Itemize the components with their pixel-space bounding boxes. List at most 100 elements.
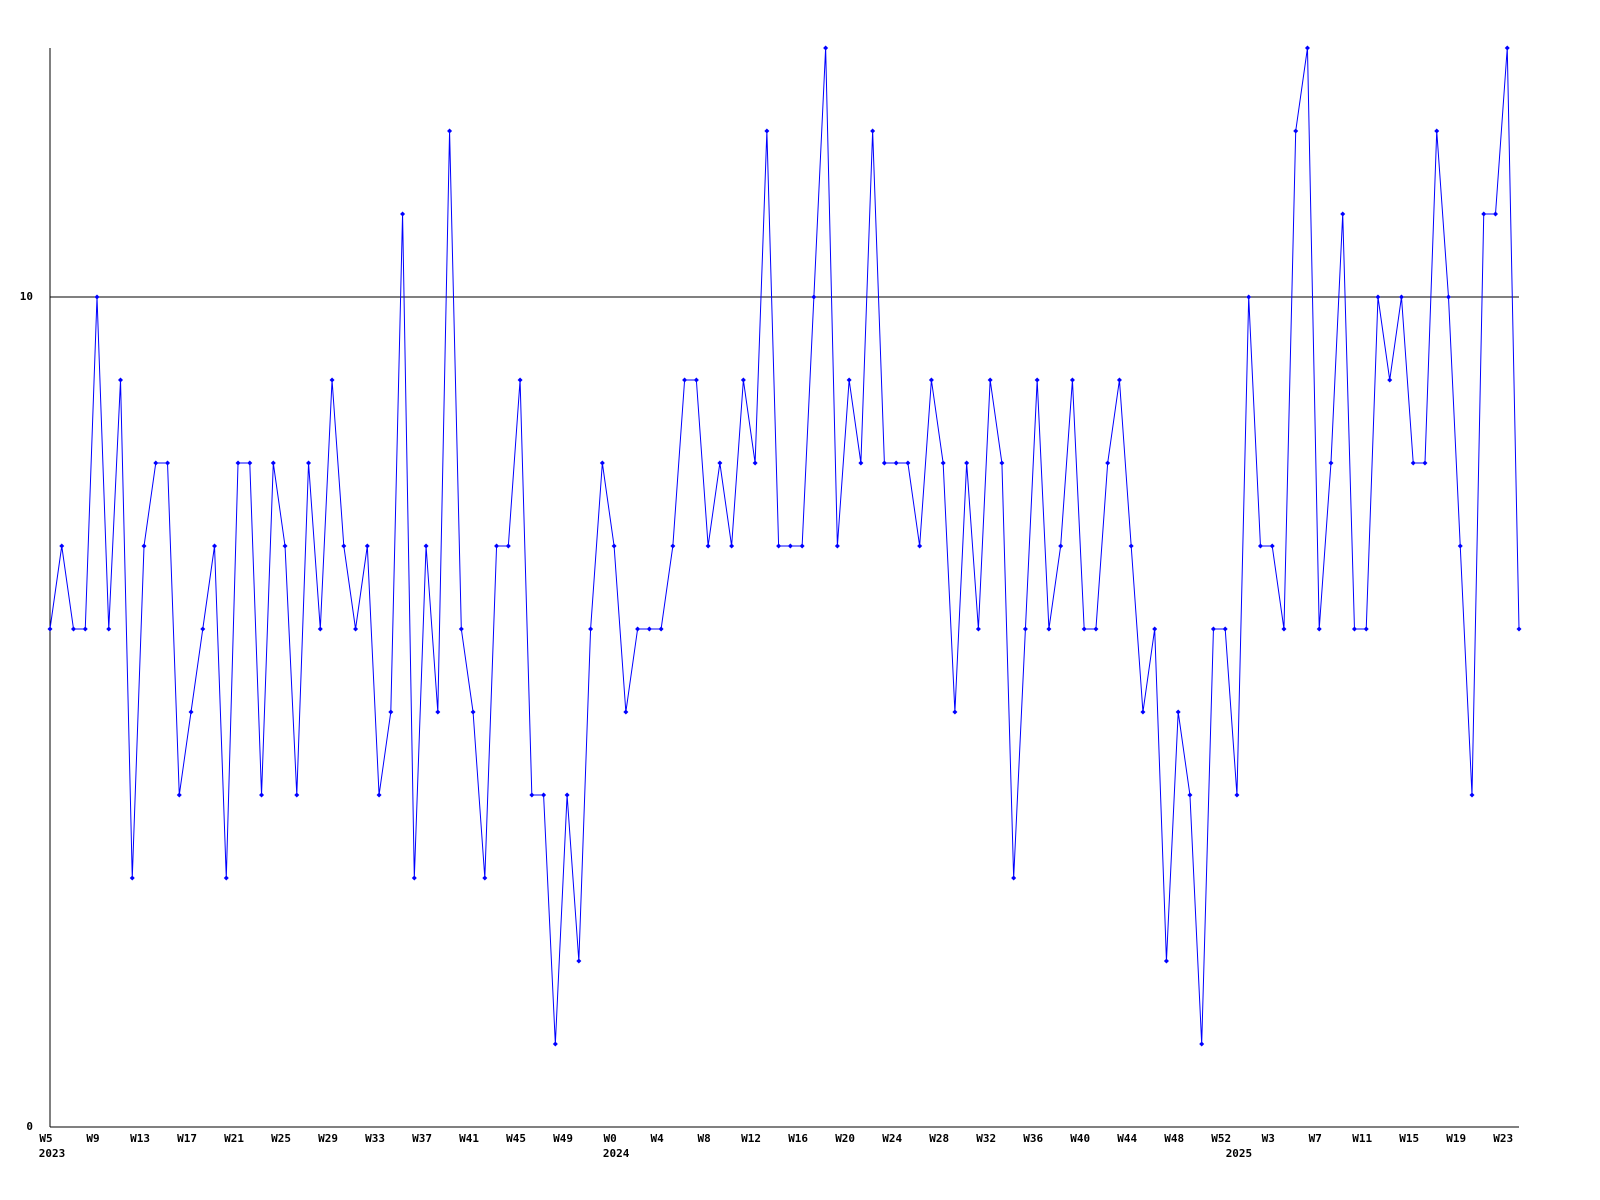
x-tick-label: W13 [130, 1132, 150, 1145]
point-marker [1163, 958, 1169, 964]
point-marker [458, 626, 464, 632]
point-marker [799, 543, 805, 549]
point-marker [646, 626, 652, 632]
point-marker [1058, 543, 1064, 549]
point-marker [165, 460, 171, 466]
point-marker [717, 460, 723, 466]
point-marker [776, 543, 782, 549]
point-marker [1304, 45, 1310, 51]
point-marker [705, 543, 711, 549]
point-marker [1481, 211, 1487, 217]
point-marker [811, 294, 817, 300]
point-marker [1281, 626, 1287, 632]
point-marker [834, 543, 840, 549]
point-marker [635, 626, 641, 632]
point-marker [964, 460, 970, 466]
y-tick-label: 10 [20, 290, 33, 303]
point-marker [729, 543, 735, 549]
x-tick-label: W29 [318, 1132, 338, 1145]
point-marker [752, 460, 758, 466]
point-marker [176, 792, 182, 798]
point-marker [329, 377, 335, 383]
point-marker [599, 460, 605, 466]
point-marker [1316, 626, 1322, 632]
point-marker [917, 543, 923, 549]
x-tick-label: W49 [553, 1132, 573, 1145]
point-marker [611, 543, 617, 549]
x-year-label: 2025 [1226, 1147, 1253, 1160]
point-marker [1410, 460, 1416, 466]
point-marker [1422, 460, 1428, 466]
x-tick-label: W15 [1399, 1132, 1419, 1145]
point-marker [576, 958, 582, 964]
x-tick-label: W20 [835, 1132, 855, 1145]
point-marker [494, 543, 500, 549]
point-marker [881, 460, 887, 466]
point-marker [1351, 626, 1357, 632]
point-marker [423, 543, 429, 549]
point-marker [1175, 709, 1181, 715]
x-tick-label: W0 [603, 1132, 616, 1145]
point-marker [505, 543, 511, 549]
x-tick-label: W3 [1262, 1132, 1275, 1145]
x-year-label: 2023 [39, 1147, 66, 1160]
point-marker [1516, 626, 1522, 632]
point-marker [1199, 1041, 1205, 1047]
point-marker [1469, 792, 1475, 798]
point-marker [1069, 377, 1075, 383]
x-tick-label: W9 [86, 1132, 99, 1145]
point-marker [1234, 792, 1240, 798]
point-marker [317, 626, 323, 632]
point-marker [1011, 875, 1017, 881]
x-tick-label: W28 [929, 1132, 949, 1145]
point-marker [411, 875, 417, 881]
point-marker [353, 626, 359, 632]
point-marker [529, 792, 535, 798]
x-tick-label: W44 [1117, 1132, 1137, 1145]
point-marker [541, 792, 547, 798]
point-marker [940, 460, 946, 466]
point-marker [588, 626, 594, 632]
point-marker [1081, 626, 1087, 632]
point-marker [1210, 626, 1216, 632]
point-marker [59, 543, 65, 549]
x-tick-label: W36 [1023, 1132, 1043, 1145]
x-tick-label: W17 [177, 1132, 197, 1145]
x-tick-label: W7 [1309, 1132, 1322, 1145]
point-marker [1387, 377, 1393, 383]
point-marker [400, 211, 406, 217]
point-marker [235, 460, 241, 466]
point-marker [517, 377, 523, 383]
point-marker [1328, 460, 1334, 466]
point-marker [106, 626, 112, 632]
point-marker [259, 792, 265, 798]
point-marker [1246, 294, 1252, 300]
x-year-label: 2024 [603, 1147, 630, 1160]
x-tick-label: W25 [271, 1132, 291, 1145]
point-marker [623, 709, 629, 715]
point-marker [1116, 377, 1122, 383]
point-marker [999, 460, 1005, 466]
point-marker [564, 792, 570, 798]
point-marker [141, 543, 147, 549]
point-marker [823, 45, 829, 51]
x-tick-label: W11 [1352, 1132, 1372, 1145]
x-tick-label: W37 [412, 1132, 432, 1145]
point-marker [1340, 211, 1346, 217]
point-marker [1504, 45, 1510, 51]
point-marker [223, 875, 229, 881]
x-tick-label: W33 [365, 1132, 385, 1145]
point-marker [1093, 626, 1099, 632]
point-marker [1457, 543, 1463, 549]
x-tick-label: W48 [1164, 1132, 1184, 1145]
series-line [49, 47, 1520, 1045]
x-tick-label: W21 [224, 1132, 244, 1145]
x-tick-label: W8 [697, 1132, 710, 1145]
point-marker [47, 626, 53, 632]
point-marker [294, 792, 300, 798]
point-marker [693, 377, 699, 383]
point-marker [129, 875, 135, 881]
point-marker [1034, 377, 1040, 383]
y-tick-label: 0 [26, 1120, 33, 1133]
